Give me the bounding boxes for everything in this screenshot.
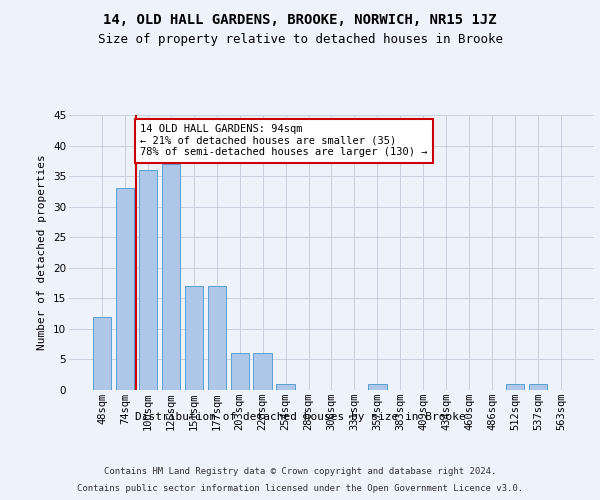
Text: 14 OLD HALL GARDENS: 94sqm
← 21% of detached houses are smaller (35)
78% of semi: 14 OLD HALL GARDENS: 94sqm ← 21% of deta… [140,124,427,158]
Text: Contains public sector information licensed under the Open Government Licence v3: Contains public sector information licen… [77,484,523,493]
Bar [116,188,134,390]
Y-axis label: Number of detached properties: Number of detached properties [37,154,47,350]
Bar [139,170,157,390]
Bar [368,384,386,390]
Bar [93,316,111,390]
Bar [529,384,547,390]
Text: Contains HM Land Registry data © Crown copyright and database right 2024.: Contains HM Land Registry data © Crown c… [104,468,496,476]
Text: Distribution of detached houses by size in Brooke: Distribution of detached houses by size … [134,412,466,422]
Bar [162,164,180,390]
Text: 14, OLD HALL GARDENS, BROOKE, NORWICH, NR15 1JZ: 14, OLD HALL GARDENS, BROOKE, NORWICH, N… [103,12,497,26]
Bar [506,384,524,390]
Bar [253,354,272,390]
Bar [208,286,226,390]
Bar [230,354,249,390]
Text: Size of property relative to detached houses in Brooke: Size of property relative to detached ho… [97,32,503,46]
Bar [185,286,203,390]
Bar [277,384,295,390]
